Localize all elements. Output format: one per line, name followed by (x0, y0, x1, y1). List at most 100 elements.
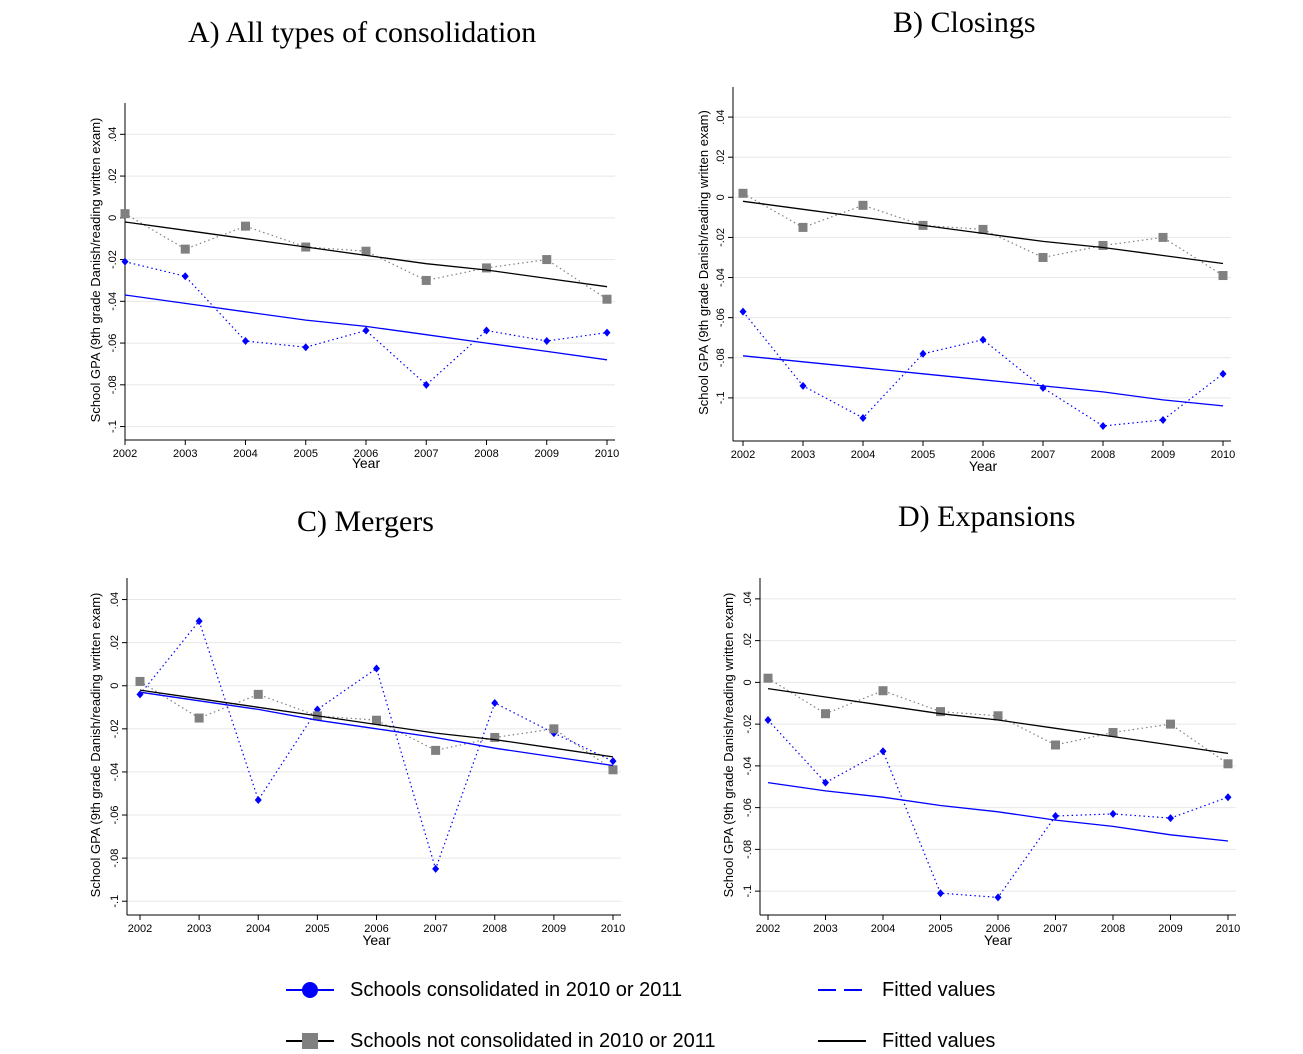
panel-d-xtick-label: 2006 (986, 923, 1010, 935)
panel-c-consolidated-point (609, 757, 617, 766)
panel-d-notconsolidated-line (767, 677, 1229, 765)
panel-b-xlabel: Year (969, 458, 998, 474)
legend-item-fitted-blue: Fitted values (818, 978, 995, 1002)
panel-a-consolidated-point (422, 380, 430, 389)
panel-b-fitted-black-line (742, 200, 1224, 265)
panel-b-consolidated-point (739, 307, 747, 316)
panel-a-ylabel: School GPA (9th grade Danish/reading wri… (88, 118, 103, 423)
panel-c-ytick-label: -.1 (109, 895, 121, 908)
panel-b-consolidated-point (979, 335, 987, 344)
panel-a-notconsolidated-point (602, 294, 612, 304)
panel-a-title: A) All types of consolidation (188, 16, 537, 49)
panel-c-notconsolidated-point (372, 715, 381, 725)
panel-a-ytick-label: 0 (107, 215, 119, 221)
legend-label-consolidated: Schools consolidated in 2010 or 2011 (350, 978, 683, 1001)
panel-c-consolidated-point (491, 698, 499, 707)
panel-b-ytick-label: -.02 (715, 228, 727, 247)
panel-a-consolidated-point (603, 328, 611, 337)
panel-a-consolidated-point (121, 257, 129, 266)
panel-d-xtick-label: 2008 (1101, 923, 1125, 935)
panel-d-notconsolidated-point (1223, 759, 1233, 769)
panel-d-ytick-label: -.04 (742, 756, 754, 775)
panel-c-ytick-label: .02 (109, 635, 121, 650)
panel-b-xtick-label: 2008 (1091, 449, 1115, 461)
panel-b-notconsolidated-point (738, 188, 748, 198)
panel-a-ytick-label: -.04 (107, 292, 119, 311)
panel-a-fitted-blue-line (124, 294, 608, 361)
panel-d-xtick-label: 2004 (871, 923, 895, 935)
panel-d-ytick-label: .04 (742, 591, 754, 606)
panel-c-consolidated-point (432, 864, 440, 873)
panel-b-consolidated-point (1159, 415, 1167, 424)
panel-a-consolidated-line (124, 261, 608, 386)
panel-a-consolidated-point (242, 336, 249, 345)
panel-d-ytick-label: .02 (742, 633, 754, 648)
panel-d-title: D) Expansions (898, 500, 1076, 533)
panel-a-xtick-label: 2003 (173, 448, 197, 460)
panel-c-xtick-label: 2007 (423, 923, 447, 935)
panel-d-ytick-label: 0 (742, 679, 754, 685)
panel-b-notconsolidated-point (1158, 232, 1168, 242)
panel-d-consolidated-point (822, 778, 829, 787)
panel-d-xtick-label: 2007 (1043, 923, 1067, 935)
panel-c-xtick-label: 2010 (601, 923, 625, 935)
panel-c-xtick-label: 2003 (187, 923, 211, 935)
panel-b-xtick-label: 2004 (851, 449, 875, 461)
panel-d-notconsolidated-point (1166, 719, 1175, 729)
panel-a-xtick-label: 2002 (113, 448, 137, 460)
panel-c-notconsolidated-point (608, 765, 618, 775)
panel-d-notconsolidated-point (763, 673, 773, 683)
panel-b-consolidated-point (859, 413, 867, 422)
panel-d-ytick-label: -.02 (742, 715, 754, 734)
panel-c-notconsolidated-point (431, 745, 441, 755)
panel-d-notconsolidated-point (1108, 727, 1118, 737)
panel-c-ytick-label: -.02 (109, 719, 121, 738)
panel-c-xtick-label: 2002 (128, 923, 152, 935)
panel-b-notconsolidated-point (1218, 271, 1228, 281)
panel-b-notconsolidated-point (858, 200, 868, 210)
panel-d-consolidated-point (1052, 811, 1059, 820)
panel-b-notconsolidated-point (1038, 252, 1048, 262)
panel-a-notconsolidated-point (361, 246, 371, 256)
panel-d-notconsolidated-point (821, 709, 830, 719)
panel-a-ytick-label: .04 (107, 127, 119, 142)
panel-d-ytick-label: -.08 (742, 840, 754, 859)
panel-d-consolidated-point (879, 747, 887, 756)
panel-c-xtick-label: 2008 (483, 923, 507, 935)
panel-b-ytick-label: .02 (715, 150, 727, 165)
panel-c-consolidated-point (195, 617, 203, 626)
panel-d-consolidated-point (994, 893, 1002, 902)
panel-a-ytick-label: -.1 (107, 420, 119, 433)
panel-a-notconsolidated-point (542, 255, 552, 265)
panel-a-xlabel: Year (352, 455, 381, 471)
panel-a-xtick-label: 2004 (233, 448, 257, 460)
panel-c-ytick-label: -.04 (109, 762, 121, 781)
legend-label-fitted-black: Fitted values (882, 1029, 996, 1052)
panel-c-notconsolidated-point (135, 676, 145, 686)
legend-label-not-consolidated: Schools not consolidated in 2010 or 2011 (350, 1029, 716, 1052)
panel-a-notconsolidated-point (241, 221, 250, 231)
legend-item-consolidated: Schools consolidated in 2010 or 2011 (286, 978, 682, 1002)
panel-a-xtick-label: 2007 (414, 448, 438, 460)
panel-a-consolidated-point (302, 343, 310, 352)
panel-b-fitted-blue-line (742, 355, 1224, 407)
panel-c-notconsolidated-line (139, 680, 614, 771)
panel-b-consolidated-point (799, 381, 807, 390)
panel-d-ylabel: School GPA (9th grade Danish/reading wri… (721, 593, 736, 898)
legend-gray-square-icon (286, 1033, 334, 1049)
panel-b-consolidated-point (1099, 421, 1107, 430)
panel-c-notconsolidated-point (490, 732, 500, 742)
panel-c-consolidated-line (139, 619, 614, 871)
panel-c-consolidated-point (136, 690, 144, 699)
panel-d-xtick-label: 2005 (928, 923, 952, 935)
panel-b-consolidated-point (919, 349, 927, 358)
panel-b-ytick-label: -.06 (715, 308, 727, 327)
panel-b-ytick-label: 0 (715, 194, 727, 200)
panel-d-xlabel: Year (984, 932, 1013, 948)
panel-d-consolidated-point (1167, 814, 1174, 823)
legend-blue-circle-icon (286, 982, 334, 998)
panel-d-consolidated-point (764, 715, 772, 724)
panel-d-xtick-label: 2010 (1216, 923, 1240, 935)
panel-a-consolidated-point (543, 336, 551, 345)
panel-b-ytick-label: -.1 (715, 391, 727, 404)
